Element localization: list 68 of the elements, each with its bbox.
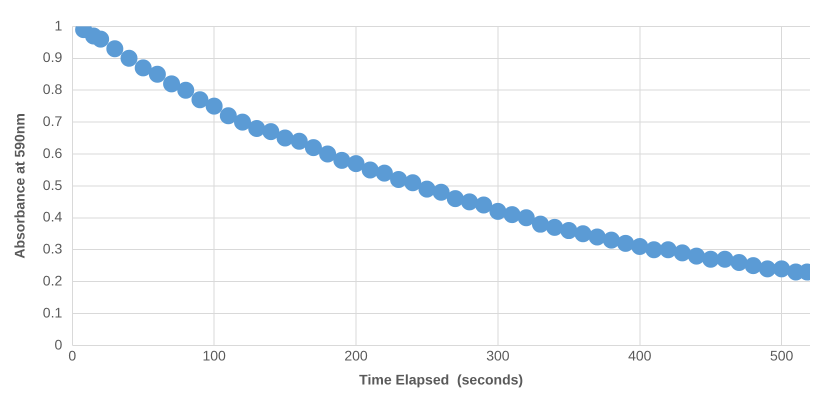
point [730,254,748,271]
y-tick-label: 0 [54,336,62,352]
point [206,98,223,115]
x-tick-label: 200 [344,348,368,364]
point [744,257,762,274]
point [660,241,677,258]
point [248,120,266,137]
point [716,250,734,268]
point [234,114,252,131]
y-tick-label: 0.4 [42,208,62,225]
x-tick-label: 300 [486,348,510,364]
y-tick-label: 0.2 [42,272,62,288]
point [134,59,152,76]
point [177,82,194,99]
point [560,222,578,240]
point [602,232,620,249]
point [702,250,720,268]
point [758,260,776,278]
point [432,184,450,201]
y-tick-label: 0.7 [42,112,62,129]
point [418,180,436,198]
x-tick-label: 0 [68,348,76,364]
point [120,50,138,67]
point [617,234,634,252]
point [290,132,308,150]
point [461,193,478,210]
y-tick-label: 0.9 [42,49,62,66]
point [348,155,365,172]
x-tick-label: 100 [202,348,226,364]
point [106,40,124,58]
x-axis-title: Time Elapsed (seconds) [359,371,524,388]
point [262,123,280,140]
point [362,161,379,178]
y-tick-label: 0.1 [42,304,62,320]
y-tick-label: 0.5 [42,176,62,193]
y-tick-label: 0.3 [42,240,62,257]
point [148,66,166,83]
point [574,225,592,242]
point [674,244,691,262]
point [319,146,336,162]
point [773,260,790,278]
y-tick-label: 0.8 [42,81,62,98]
point [645,241,662,258]
point [631,238,648,256]
point [504,206,521,224]
point [333,152,350,169]
point [376,164,393,182]
point [475,196,492,214]
point [304,139,322,156]
point [446,190,464,208]
x-tick-label: 400 [628,348,652,364]
point [276,130,294,147]
point [588,228,606,246]
point [489,202,506,220]
y-tick-label: 0.6 [42,144,62,161]
point [688,248,705,265]
y-tick-label: 1 [54,17,62,34]
x-tick-label: 500 [770,348,794,364]
point [404,174,422,192]
point [191,91,208,108]
point [390,171,408,188]
point [92,30,110,48]
y-axis-title: Absorbance at 590nm [11,113,28,259]
point [163,75,180,92]
point [546,218,564,236]
point [518,209,535,226]
point [532,216,549,233]
point [220,107,237,124]
